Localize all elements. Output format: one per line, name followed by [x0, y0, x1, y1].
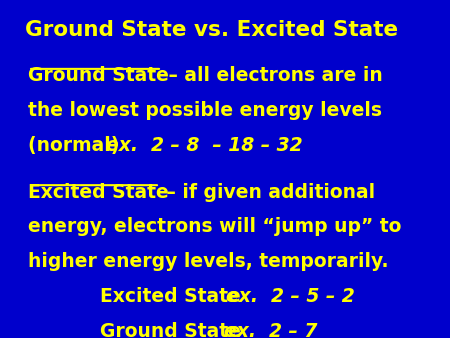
Text: the lowest possible energy levels: the lowest possible energy levels — [28, 101, 382, 120]
Text: Ground State: Ground State — [28, 67, 169, 86]
Text: ex.  2 – 7: ex. 2 – 7 — [224, 322, 317, 338]
Text: – all electrons are in: – all electrons are in — [162, 67, 382, 86]
Text: Ground State: Ground State — [100, 322, 248, 338]
Text: energy, electrons will “jump up” to: energy, electrons will “jump up” to — [28, 217, 401, 237]
Text: Excited State: Excited State — [100, 287, 247, 306]
Text: ex.  2 – 5 – 2: ex. 2 – 5 – 2 — [226, 287, 355, 306]
Text: – if given additional: – if given additional — [160, 183, 375, 202]
Text: Excited State: Excited State — [28, 183, 169, 202]
Text: (normal): (normal) — [28, 136, 133, 155]
Text: higher energy levels, temporarily.: higher energy levels, temporarily. — [28, 252, 389, 271]
Text: ex.  2 – 8  – 18 – 32: ex. 2 – 8 – 18 – 32 — [106, 136, 303, 155]
Text: Ground State vs. Excited State: Ground State vs. Excited State — [25, 20, 398, 40]
